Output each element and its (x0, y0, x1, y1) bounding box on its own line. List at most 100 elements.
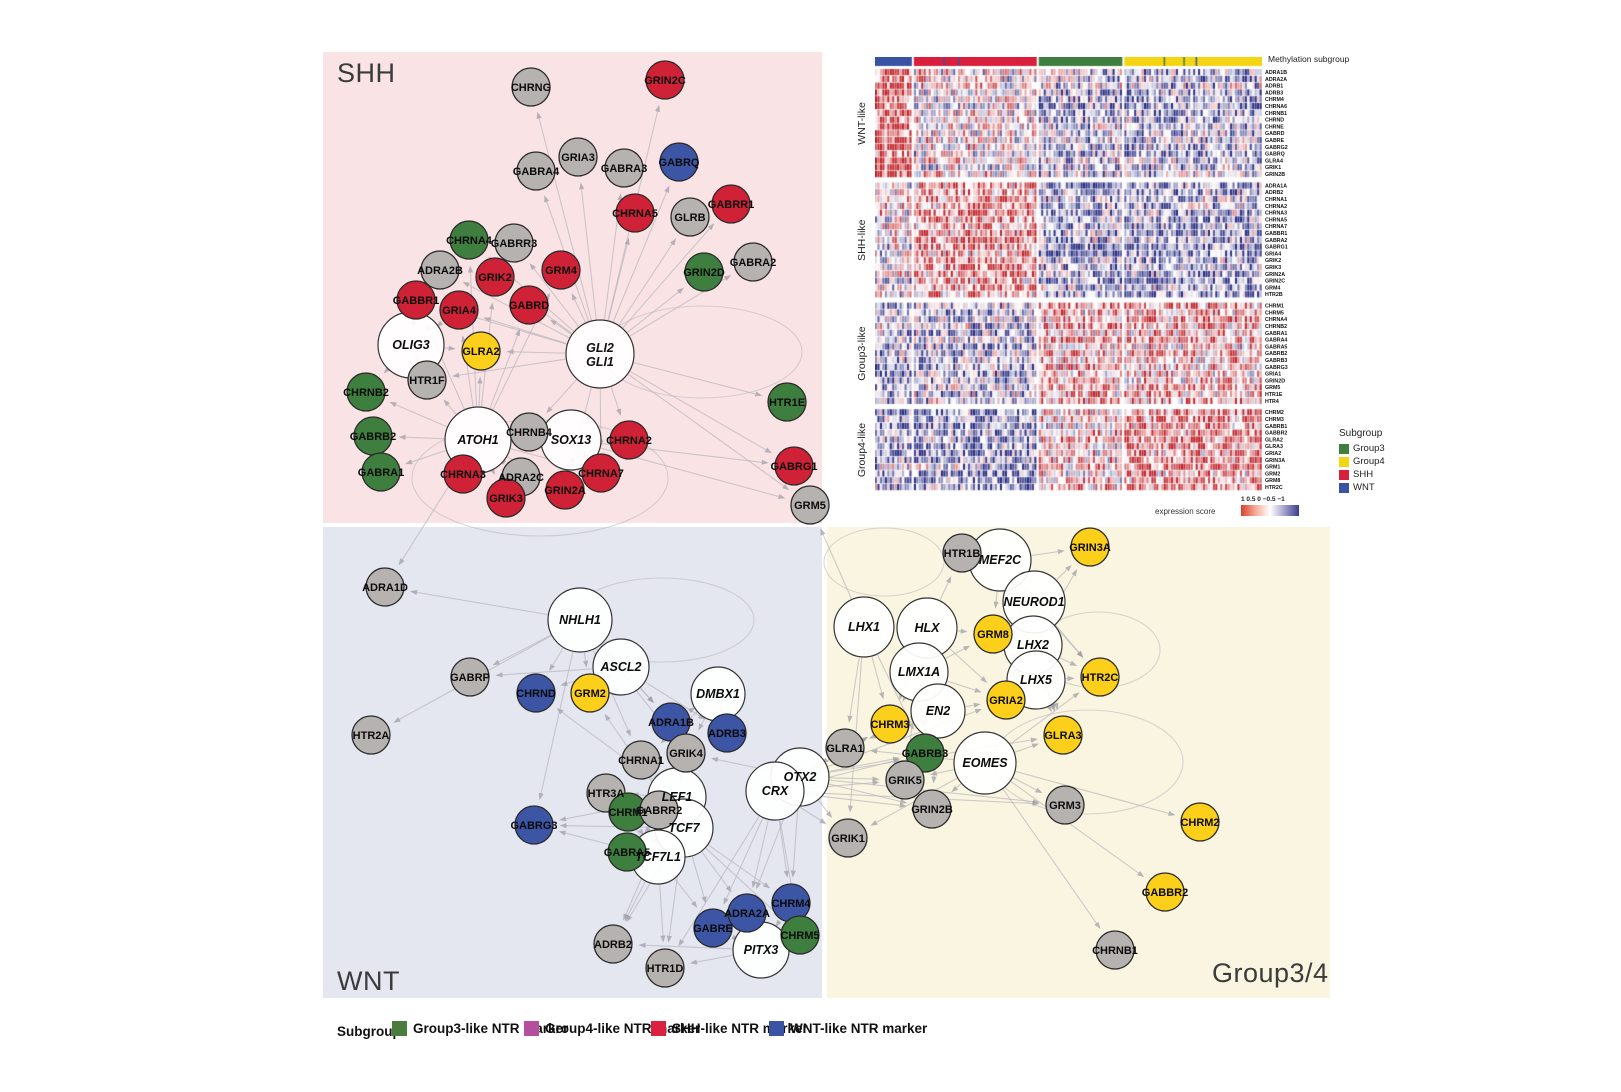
node-label-CHRNA4: CHRNA4 (446, 235, 493, 247)
network-node-EN2 (910, 683, 966, 739)
edge-ATOH1-GABRB2 (398, 434, 445, 440)
heatmap-row-label-HTR4: HTR4 (1265, 399, 1279, 405)
heatmap-row-label-CHRND: CHRND (1265, 118, 1284, 124)
node-label-GRM3: GRM3 (1049, 800, 1081, 812)
network-node-GRIN2D (684, 252, 724, 292)
node-label-HLX: HLX (915, 621, 941, 635)
heatmap-row-label-GABRD: GABRD (1265, 131, 1285, 137)
network-node-GABRR2 (639, 790, 679, 830)
edge-GLI2-GLRA2 (506, 349, 566, 355)
node-label-ASCL2: ASCL2 (600, 660, 642, 674)
node-label-GABRG1: GABRG1 (770, 461, 817, 473)
network-node-GABBR2 (1145, 872, 1185, 912)
node-label-GABRP: GABRP (450, 672, 490, 684)
network-node-HTR1B (942, 533, 982, 573)
edge-CRX-GRIK1 (799, 806, 827, 825)
edge-NHLH1-GABRP (492, 634, 551, 666)
edge-GLI2-GABRR1 (622, 223, 715, 328)
network-node-GABRE (693, 908, 733, 948)
network-node-GABRR3 (494, 223, 534, 263)
node-label-CHRNA1: CHRNA1 (618, 755, 664, 767)
edge-GLI2-CHRNG (536, 111, 592, 321)
heatmap-row-label-CHRM3: CHRM3 (1265, 417, 1284, 423)
edge-ATOH1-GABRD (489, 328, 520, 409)
heatmap-row-label-GRIK2: GRIK2 (1265, 258, 1281, 264)
node-label-GABRA1: GABRA1 (358, 467, 404, 479)
heatmap-row-label-CHRM2: CHRM2 (1265, 410, 1284, 416)
edge-OLIG3-CHRNB2 (383, 366, 391, 374)
legend-swatch (1339, 469, 1349, 480)
network-node-GRIK2 (475, 257, 515, 297)
node-label-GRIN2A: GRIN2A (544, 485, 586, 497)
node-label-GRM8: GRM8 (977, 629, 1009, 641)
network-node-GRIN2B (912, 789, 952, 829)
network-node-GABRR1 (711, 184, 751, 224)
legend-label: WNT (1353, 482, 1375, 493)
node-label-GLRA1: GLRA1 (826, 743, 863, 755)
heatmap-row-label-GRIN2A: GRIN2A (1265, 272, 1285, 278)
node-label-GRIK5: GRIK5 (888, 775, 922, 787)
expression-score-ticks: 1 0.5 0 −0.5 −1 (1241, 496, 1285, 503)
node-label-GABRD: GABRD (509, 300, 549, 312)
edge-GLI2-GRM4 (571, 293, 586, 323)
edge-EOMES-CHRNB1 (1002, 788, 1101, 930)
node-label2-GLI2: GLI1 (586, 355, 614, 369)
edge-OLIG3-GLRA2 (444, 345, 456, 351)
node-label-HTR1E: HTR1E (769, 397, 805, 409)
node-label-GRIK2: GRIK2 (478, 272, 512, 284)
node-label-LEF1: LEF1 (662, 790, 693, 804)
node-label-TCF7L1: TCF7L1 (635, 850, 681, 864)
edge-LMX1A-GRM8 (945, 645, 971, 659)
heatmap-row-label-GRM2: GRM2 (1265, 471, 1280, 477)
expression-score-gradient (1241, 505, 1299, 516)
network-node-ADRA2B (420, 250, 460, 290)
heatmap-row-label-GABRB2: GABRB2 (1265, 351, 1287, 357)
network-node-LHX1 (833, 596, 895, 658)
heatmap-row-label-ADRA1B: ADRA1B (1265, 70, 1287, 76)
heatmap-row-label-CHRNA5: CHRNA5 (1265, 217, 1287, 223)
network-node-HTR1F (407, 360, 447, 400)
node-label-HTR3A: HTR3A (588, 788, 625, 800)
heatmap-legend-item-Group4: Group4 (1339, 455, 1385, 468)
node-label-DMBX1: DMBX1 (696, 687, 740, 701)
edge-GLI2-GABRD (549, 319, 572, 335)
network-node-GABRA4 (516, 151, 556, 191)
heatmap-row-label-GABRA2: GABRA2 (1265, 238, 1287, 244)
heatmap-row-label-GABRE: GABRE (1265, 138, 1285, 144)
network-node-GABRQ (659, 142, 699, 182)
edge-ATOH1-GABRA1 (405, 450, 446, 465)
node-label-GABBR1: GABBR1 (393, 295, 439, 307)
edge-EOMES-GLRA3 (1014, 743, 1039, 753)
node-label-ADRA2A: ADRA2A (724, 908, 770, 920)
network-node-NHLH1 (547, 587, 613, 653)
legend-label: Group3 (1353, 443, 1385, 454)
edge-GLI2-GRIN2D (627, 287, 684, 333)
heatmap-block-label-SHH-like: SHH-like (856, 219, 868, 261)
node-label-HTR1F: HTR1F (409, 375, 445, 387)
edge-GLI2-HTR1E (633, 362, 763, 397)
node-label-GLRB: GLRB (674, 212, 705, 224)
network-node-CHRM2 (1180, 802, 1220, 842)
quadrant-label-wnt: WNT (337, 966, 400, 996)
network-node-CHRNA2 (609, 420, 649, 460)
edge-GLI2-GRIA4 (483, 317, 567, 345)
edge-OTX2-GABRB3 (829, 756, 900, 772)
node-label-CHRNB4: CHRNB4 (506, 427, 553, 439)
edge-GLI2-CHRNB4 (546, 379, 577, 414)
edge-NHLH1-GRM2 (583, 652, 589, 668)
ntr-legend-title: Subgroup (337, 1024, 401, 1039)
heatmap-legend-item-WNT: WNT (1339, 481, 1385, 494)
legend-swatch (524, 1021, 539, 1036)
network-node-ADRB2 (593, 924, 633, 964)
heatmap-row-label-CHRNB1: CHRNB1 (1265, 111, 1287, 117)
node-label-GABRG3: GABRG3 (510, 820, 557, 832)
node-label-GRIA2: GRIA2 (989, 695, 1023, 707)
node-label-CHRNB2: CHRNB2 (343, 387, 389, 399)
legend-swatch (1339, 482, 1349, 493)
node-label-HTR1B: HTR1B (944, 548, 981, 560)
edge-GLI2-CHRNA2 (610, 386, 622, 416)
network-node-ASCL2 (592, 638, 650, 696)
legend-label: SHH (1353, 469, 1374, 480)
node-label-GRIN3A: GRIN3A (1069, 542, 1111, 554)
